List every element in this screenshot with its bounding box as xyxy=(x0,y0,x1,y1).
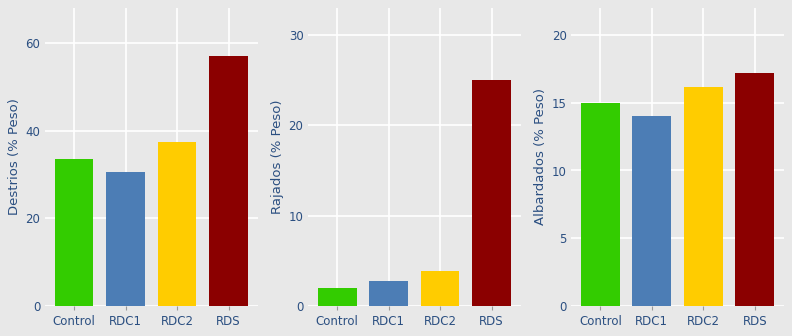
Bar xyxy=(318,288,356,306)
Bar xyxy=(106,172,145,306)
Y-axis label: Albardados (% Peso): Albardados (% Peso) xyxy=(535,88,547,225)
Bar xyxy=(55,159,93,306)
Bar xyxy=(581,103,619,306)
Y-axis label: Destrios (% Peso): Destrios (% Peso) xyxy=(9,98,21,215)
Bar xyxy=(209,56,248,306)
Bar xyxy=(736,73,774,306)
Bar xyxy=(684,87,722,306)
Y-axis label: Rajados (% Peso): Rajados (% Peso) xyxy=(272,100,284,214)
Bar xyxy=(633,117,671,306)
Bar xyxy=(158,142,196,306)
Bar xyxy=(369,281,408,306)
Bar xyxy=(421,271,459,306)
Bar xyxy=(472,80,511,306)
